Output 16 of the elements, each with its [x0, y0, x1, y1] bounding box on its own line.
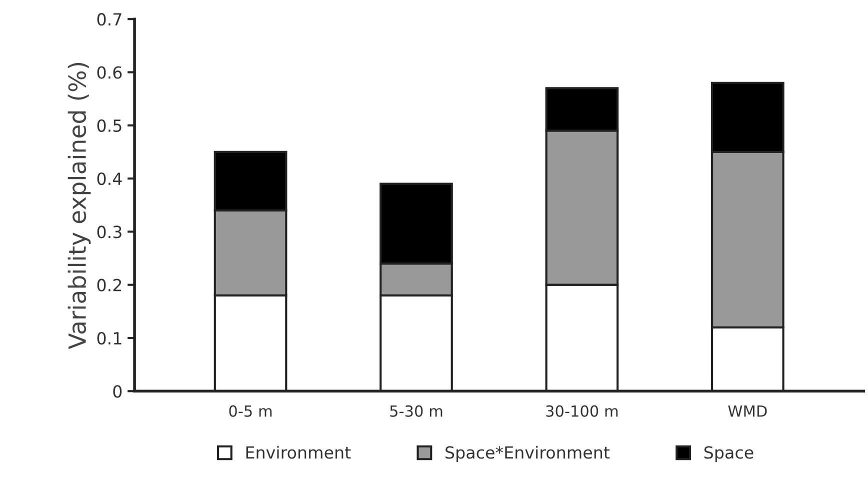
legend-label: Environment: [246, 446, 351, 459]
x-tick-label: WMD: [728, 406, 767, 417]
y-tick-label: 0.6: [97, 66, 122, 79]
x-tick-label: 5-30 m: [390, 405, 442, 417]
x-tick-label: 30-100 m: [546, 405, 618, 417]
y-tick-label: 0.4: [97, 172, 122, 186]
y-axis-title: Variability explained (%): [68, 62, 91, 350]
y-tick-label: 0.5: [97, 119, 122, 132]
y-tick-label: 0: [113, 385, 122, 398]
x-tick-label: 0-5 m: [229, 405, 272, 417]
y-tick-label: 0.1: [97, 332, 122, 345]
legend-label: Space: [704, 446, 754, 462]
y-tick-label: 0.2: [97, 278, 122, 292]
y-tick-label: 0.3: [97, 226, 122, 238]
legend-label: Space*Environment: [446, 446, 610, 462]
y-tick-label: 0.7: [97, 13, 122, 26]
